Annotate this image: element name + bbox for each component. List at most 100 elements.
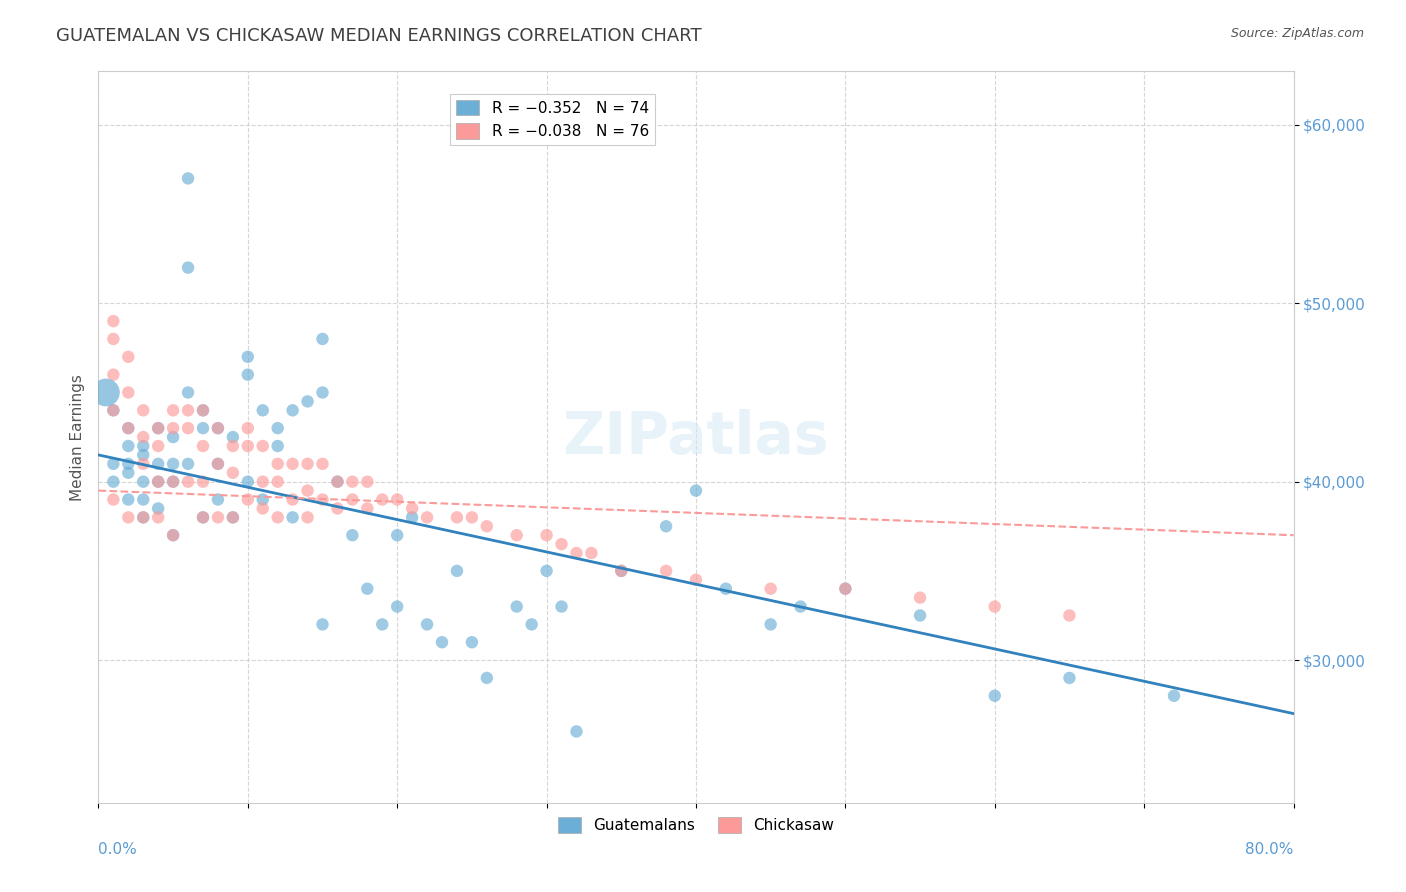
- Point: [148, 475, 170, 489]
- Point: [132, 510, 155, 524]
- Y-axis label: Median Earnings: Median Earnings: [69, 374, 84, 500]
- Point: [520, 617, 543, 632]
- Point: [132, 492, 155, 507]
- Point: [461, 635, 484, 649]
- Point: [103, 457, 125, 471]
- Point: [506, 599, 529, 614]
- Point: [297, 510, 319, 524]
- Point: [371, 492, 394, 507]
- Point: [177, 403, 200, 417]
- Point: [132, 439, 155, 453]
- Point: [117, 457, 139, 471]
- Point: [162, 403, 184, 417]
- Point: [252, 439, 274, 453]
- Point: [191, 403, 214, 417]
- Point: [984, 599, 1007, 614]
- Text: ZIPatlas: ZIPatlas: [562, 409, 830, 466]
- Point: [252, 501, 274, 516]
- Point: [908, 608, 931, 623]
- Point: [401, 510, 423, 524]
- Point: [371, 617, 394, 632]
- Point: [103, 492, 125, 507]
- Point: [207, 510, 229, 524]
- Point: [655, 519, 678, 533]
- Point: [267, 421, 290, 435]
- Point: [416, 510, 439, 524]
- Point: [117, 350, 139, 364]
- Point: [162, 528, 184, 542]
- Point: [103, 368, 125, 382]
- Point: [267, 439, 290, 453]
- Point: [103, 475, 125, 489]
- Point: [685, 573, 707, 587]
- Point: [191, 510, 214, 524]
- Point: [117, 510, 139, 524]
- Point: [984, 689, 1007, 703]
- Point: [416, 617, 439, 632]
- Point: [132, 457, 155, 471]
- Point: [475, 519, 498, 533]
- Point: [162, 475, 184, 489]
- Point: [714, 582, 737, 596]
- Point: [132, 475, 155, 489]
- Point: [297, 394, 319, 409]
- Point: [281, 492, 304, 507]
- Point: [132, 403, 155, 417]
- Point: [207, 457, 229, 471]
- Point: [236, 492, 259, 507]
- Point: [103, 403, 125, 417]
- Point: [207, 492, 229, 507]
- Point: [148, 475, 170, 489]
- Point: [385, 528, 409, 542]
- Point: [148, 439, 170, 453]
- Point: [252, 475, 274, 489]
- Point: [191, 475, 214, 489]
- Point: [356, 501, 378, 516]
- Point: [655, 564, 678, 578]
- Text: 80.0%: 80.0%: [1246, 842, 1294, 856]
- Point: [342, 492, 364, 507]
- Point: [177, 385, 200, 400]
- Point: [430, 635, 453, 649]
- Point: [177, 171, 200, 186]
- Point: [834, 582, 856, 596]
- Point: [267, 457, 290, 471]
- Legend: Guatemalans, Chickasaw: Guatemalans, Chickasaw: [553, 811, 839, 839]
- Point: [461, 510, 484, 524]
- Point: [311, 617, 333, 632]
- Point: [103, 403, 125, 417]
- Point: [446, 564, 468, 578]
- Point: [148, 457, 170, 471]
- Point: [177, 421, 200, 435]
- Point: [222, 510, 245, 524]
- Point: [162, 457, 184, 471]
- Text: 0.0%: 0.0%: [98, 842, 138, 856]
- Point: [236, 421, 259, 435]
- Point: [356, 475, 378, 489]
- Point: [132, 448, 155, 462]
- Point: [177, 260, 200, 275]
- Point: [475, 671, 498, 685]
- Point: [103, 332, 125, 346]
- Point: [326, 475, 349, 489]
- Point: [222, 466, 245, 480]
- Point: [236, 350, 259, 364]
- Point: [117, 421, 139, 435]
- Point: [191, 510, 214, 524]
- Point: [1059, 608, 1081, 623]
- Point: [297, 457, 319, 471]
- Point: [117, 421, 139, 435]
- Point: [581, 546, 603, 560]
- Point: [311, 457, 333, 471]
- Text: Source: ZipAtlas.com: Source: ZipAtlas.com: [1230, 27, 1364, 40]
- Point: [342, 475, 364, 489]
- Point: [94, 385, 117, 400]
- Point: [236, 439, 259, 453]
- Point: [162, 475, 184, 489]
- Point: [1163, 689, 1185, 703]
- Point: [610, 564, 633, 578]
- Point: [222, 439, 245, 453]
- Point: [281, 510, 304, 524]
- Point: [236, 368, 259, 382]
- Point: [326, 475, 349, 489]
